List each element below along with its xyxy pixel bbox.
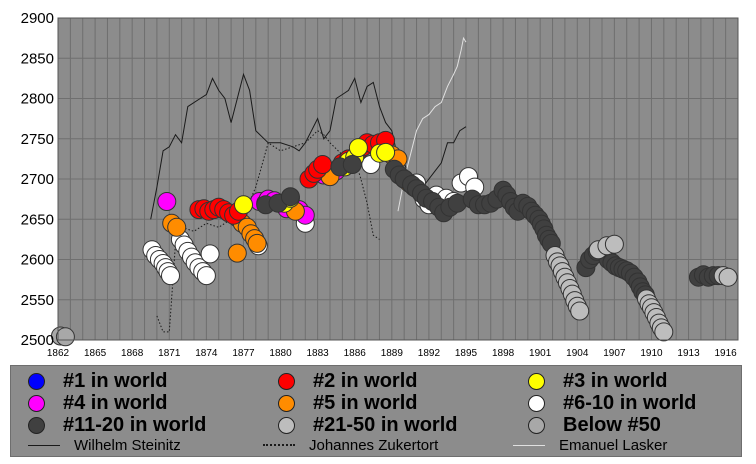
point--11-20-in-world xyxy=(280,187,300,207)
y-tick-label: 2500 xyxy=(21,332,54,349)
point--6-10-in-world xyxy=(200,244,220,264)
x-tick-label: 1862 xyxy=(47,348,70,359)
point--3-in-world xyxy=(348,138,368,158)
legend-item-rank5: #5 in world xyxy=(278,392,417,414)
legend-swatch-zukertort xyxy=(263,444,295,446)
x-tick-label: 1874 xyxy=(195,348,218,359)
y-tick-label: 2600 xyxy=(21,252,54,269)
legend-swatch-steinitz xyxy=(28,444,60,446)
legend-marker-rank11-20 xyxy=(28,416,45,434)
x-tick-label: 1883 xyxy=(307,348,330,359)
legend-label-rank2: #2 in world xyxy=(313,369,418,392)
line-emanuel-lasker xyxy=(397,36,467,212)
point--2-in-world xyxy=(313,155,333,174)
point--21-50-in-world xyxy=(570,301,590,321)
legend-label-below50: Below #50 xyxy=(563,413,661,436)
legend-item-rank4: #4 in world xyxy=(28,392,167,414)
x-tick-label: 1916 xyxy=(715,348,738,359)
point--4-in-world xyxy=(157,192,177,211)
point--11-20-in-world xyxy=(342,155,362,174)
point--3-in-world xyxy=(234,195,253,215)
y-tick-label: 2900 xyxy=(21,10,54,27)
point--5-in-world xyxy=(247,233,267,253)
y-tick-label: 2850 xyxy=(21,50,54,67)
legend-marker-rank4 xyxy=(28,394,45,412)
legend-item-rank2: #2 in world xyxy=(278,370,417,392)
x-tick-label: 1865 xyxy=(84,348,107,359)
x-tick-label: 1898 xyxy=(492,348,515,359)
x-tick-label: 1877 xyxy=(232,348,255,359)
point--6-10-in-world xyxy=(196,266,216,286)
legend-marker-rank2 xyxy=(278,372,295,390)
x-tick-label: 1901 xyxy=(529,348,552,359)
x-tick-label: 1895 xyxy=(455,348,478,359)
legend-marker-below50 xyxy=(528,416,545,434)
legend-label-lasker: Emanuel Lasker xyxy=(559,436,668,454)
legend-item-below50: Below #50 xyxy=(528,414,661,436)
x-tick-label: 1868 xyxy=(121,348,144,359)
legend-item-rank21-50: #21-50 in world xyxy=(278,414,458,436)
legend-swatch-lasker xyxy=(513,444,545,446)
y-tick-label: 2650 xyxy=(21,211,54,228)
legend-marker-rank1 xyxy=(28,372,45,390)
legend-label-rank21-50: #21-50 in world xyxy=(313,413,458,436)
legend-label-rank11-20: #11-20 in world xyxy=(63,413,207,436)
data-points xyxy=(51,130,738,347)
legend-label-zukertort: Johannes Zukertort xyxy=(309,436,439,454)
point--5-in-world xyxy=(167,217,187,237)
legend-label-rank6-10: #6-10 in world xyxy=(563,391,697,414)
legend-marker-rank21-50 xyxy=(278,416,295,434)
point--21-50-in-world xyxy=(654,322,674,342)
point--21-50-in-world xyxy=(604,234,624,254)
x-tick-label: 1913 xyxy=(677,348,700,359)
legend-marker-rank3 xyxy=(528,372,545,390)
legend-label-rank3: #3 in world xyxy=(563,369,668,392)
plot-frame xyxy=(57,17,739,341)
x-tick-label: 1907 xyxy=(603,348,626,359)
legend-label-rank5: #5 in world xyxy=(313,391,418,414)
legend: #1 in world #2 in world #3 in world #4 i… xyxy=(10,365,742,457)
point--21-50-in-world xyxy=(718,267,738,287)
legend-item-lasker: Emanuel Lasker xyxy=(513,436,668,454)
axes: 2500 2550 2600 2650 2700 2750 2800 2850 2900 1862… xyxy=(21,10,739,359)
y-tick-label: 2750 xyxy=(21,131,54,148)
legend-item-rank1: #1 in world xyxy=(28,370,167,392)
legend-marker-rank6-10 xyxy=(528,394,545,412)
point--3-in-world xyxy=(376,142,396,162)
x-tick-label: 1892 xyxy=(418,348,441,359)
y-tick-label: 2550 xyxy=(21,292,54,309)
legend-item-rank11-20: #11-20 in world xyxy=(28,414,206,436)
legend-item-steinitz: Wilhelm Steinitz xyxy=(28,436,181,454)
x-tick-label: 1880 xyxy=(269,348,292,359)
legend-label-rank4: #4 in world xyxy=(63,391,168,414)
x-tick-label: 1910 xyxy=(640,348,663,359)
legend-item-zukertort: Johannes Zukertort xyxy=(263,436,439,454)
y-tick-label: 2700 xyxy=(21,171,54,188)
gridlines xyxy=(57,17,739,341)
x-tick-label: 1889 xyxy=(381,348,404,359)
legend-item-rank6-10: #6-10 in world xyxy=(528,392,696,414)
legend-label-rank1: #1 in world xyxy=(63,369,168,392)
point--6-10-in-world xyxy=(161,266,180,286)
point-below-50 xyxy=(55,327,75,347)
y-tick-label: 2800 xyxy=(21,91,54,108)
x-tick-label: 1871 xyxy=(158,348,181,359)
point--5-in-world xyxy=(227,243,247,263)
x-tick-label: 1904 xyxy=(566,348,589,359)
legend-marker-rank5 xyxy=(278,394,295,412)
x-tick-label: 1886 xyxy=(344,348,367,359)
legend-label-steinitz: Wilhelm Steinitz xyxy=(74,436,181,454)
legend-item-rank3: #3 in world xyxy=(528,370,667,392)
